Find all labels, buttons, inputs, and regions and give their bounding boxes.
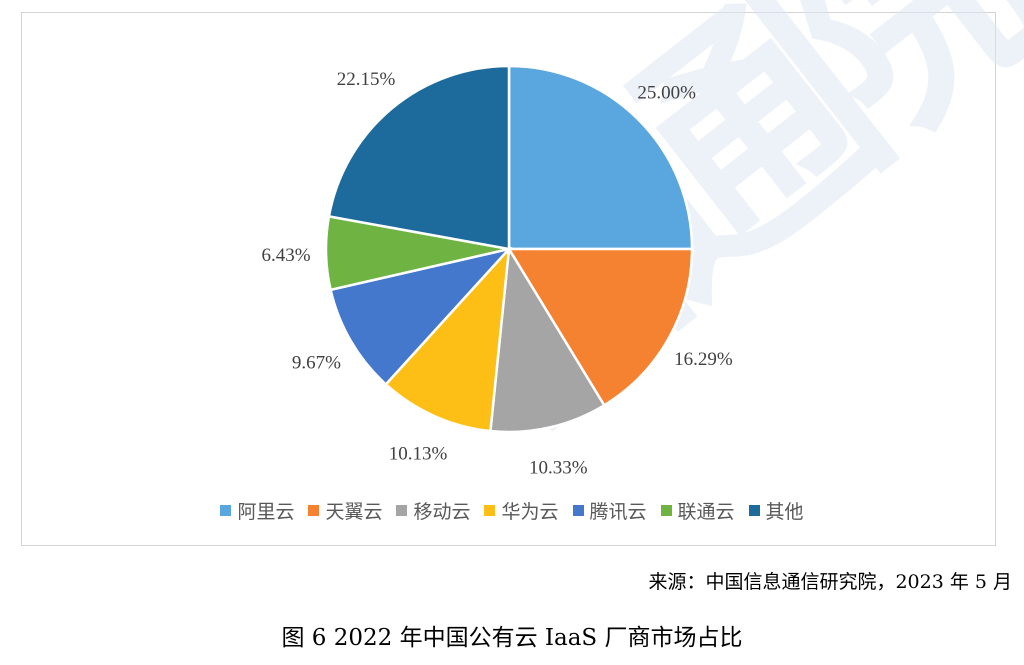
source-note: 来源：中国信息通信研究院，2023 年 5 月 [648,571,1012,593]
legend-item-7: 其他 [748,497,804,524]
figure-caption: 图 6 2022 年中国公有云 IaaS 厂商市场占比 [281,625,743,651]
chart-legend: 阿里云 天翼云 移动云 华为云 腾讯云 联通云 其他 [0,497,1024,524]
pie-slice-2 [506,247,694,407]
legend-swatch [220,505,232,516]
legend-swatch [484,505,496,516]
legend-label: 华为云 [501,501,559,523]
legend-item-5: 腾讯云 [572,497,647,524]
legend-label: 天翼云 [325,501,383,523]
legend-label: 其他 [765,501,804,523]
legend-swatch [572,505,584,516]
slice-value-label-7: 22.15% [337,69,396,90]
legend-item-1: 阿里云 [220,497,294,524]
pie-slice-7 [327,64,511,251]
slice-value-label-2: 16.29% [674,349,733,370]
legend-label: 腾讯云 [589,501,647,523]
slice-value-label-5: 9.67% [292,352,341,373]
legend-swatch [748,505,760,516]
legend-label: 联通云 [677,501,735,523]
legend-label: 阿里云 [237,501,295,523]
pie-slice-4 [384,245,511,433]
slice-value-label-4: 10.13% [389,444,448,465]
legend-item-4: 华为云 [484,497,559,524]
slice-value-label-1: 25.00% [637,82,696,103]
legend-item-3: 移动云 [396,497,470,524]
legend-swatch [396,505,408,516]
pie-slice-3 [489,245,606,434]
legend-swatch [660,505,672,516]
slice-value-label-6: 6.43% [262,245,311,266]
slice-value-label-3: 10.33% [529,457,588,478]
legend-label: 移动云 [413,501,471,523]
legend-swatch [308,505,320,516]
legend-item-6: 联通云 [660,497,735,524]
legend-item-2: 天翼云 [308,497,382,524]
pie-slice-5 [329,246,513,387]
pie-slice-1 [507,64,694,251]
